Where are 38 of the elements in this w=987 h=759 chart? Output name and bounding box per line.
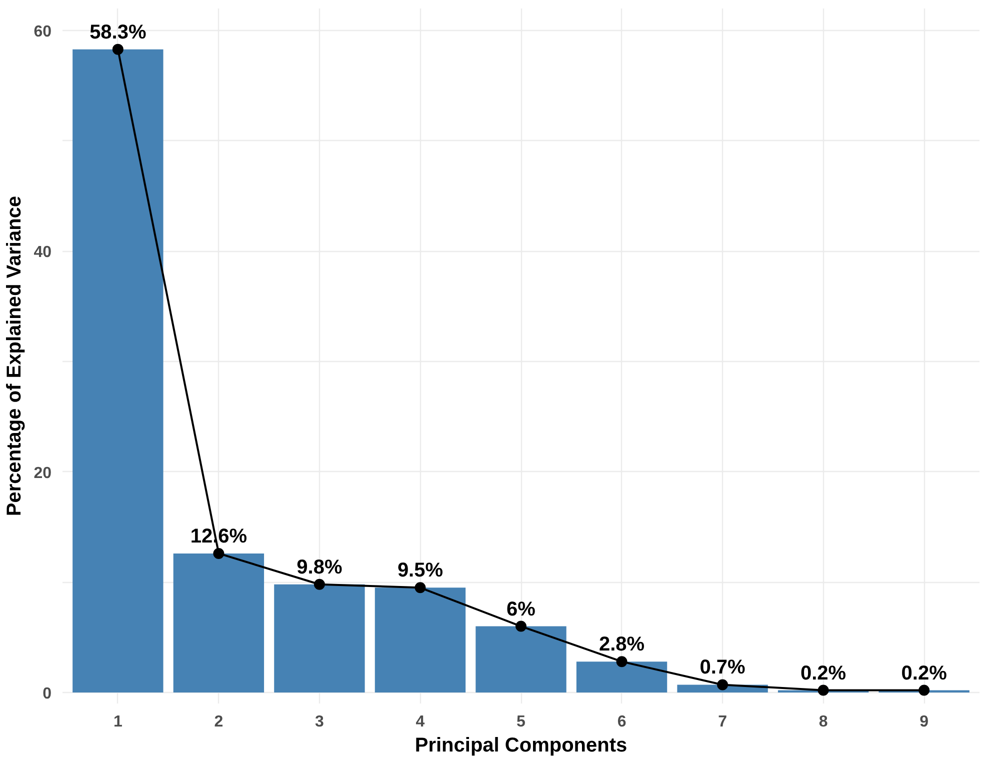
x-tick-label: 9 xyxy=(920,714,929,730)
data-label: 6% xyxy=(506,598,536,620)
bar xyxy=(274,584,365,692)
bar xyxy=(576,662,668,692)
point xyxy=(213,548,224,559)
x-tick-label: 4 xyxy=(416,714,425,730)
y-tick-label: 0 xyxy=(42,685,52,702)
bar xyxy=(374,588,466,692)
data-label: 0.2% xyxy=(901,662,948,684)
x-axis-title: Principal Components xyxy=(414,734,628,756)
point xyxy=(616,656,628,668)
point xyxy=(818,684,829,696)
bar xyxy=(72,49,164,692)
point xyxy=(918,684,930,696)
point xyxy=(112,44,124,55)
point xyxy=(414,582,426,594)
y-axis-title: Percentage of Explained Variance xyxy=(4,196,26,516)
point xyxy=(717,679,728,690)
data-label: 0.7% xyxy=(700,656,746,679)
bar xyxy=(173,553,264,692)
x-tick-label: 5 xyxy=(516,714,526,730)
point xyxy=(314,578,325,590)
data-label: 0.2% xyxy=(800,662,846,684)
data-label: 2.8% xyxy=(598,634,645,656)
data-label: 9.5% xyxy=(397,560,444,582)
point xyxy=(516,620,526,632)
x-tick-label: 2 xyxy=(214,714,224,730)
data-label: 9.8% xyxy=(296,556,342,578)
x-tick-label: 7 xyxy=(718,714,728,730)
bar xyxy=(476,626,566,692)
y-tick-label: 40 xyxy=(34,244,52,262)
x-tick-label: 3 xyxy=(315,714,324,730)
x-tick-label: 1 xyxy=(113,714,122,730)
y-tick-label: 20 xyxy=(34,464,52,482)
data-label: 58.3% xyxy=(90,21,146,44)
y-tick-label: 60 xyxy=(34,24,52,41)
x-tick-label: 8 xyxy=(818,714,828,730)
x-tick-label: 6 xyxy=(617,714,626,730)
